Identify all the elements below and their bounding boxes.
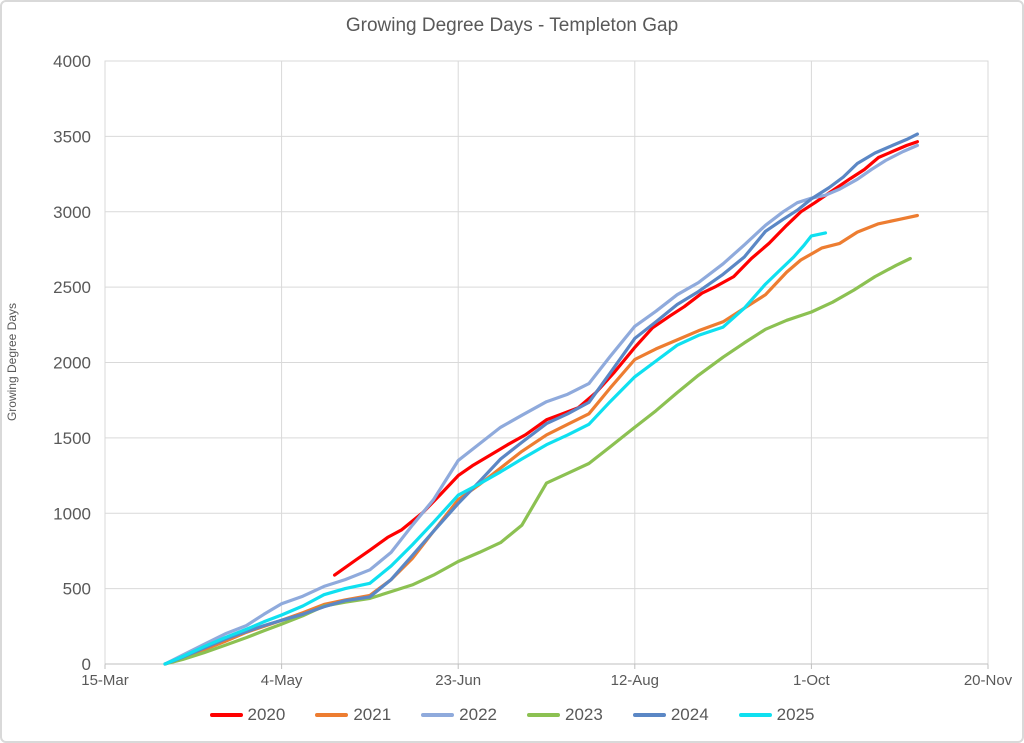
legend-item-2025: 2025: [738, 705, 815, 725]
y-tick-label: 3500: [53, 127, 91, 146]
x-tick-label: 23-Jun: [435, 672, 481, 689]
y-tick-label: 2500: [53, 278, 91, 297]
chart-title: Growing Degree Days - Templeton Gap: [345, 15, 679, 36]
x-tick-label: 15-Mar: [81, 672, 129, 689]
y-tick-label: 1500: [53, 429, 91, 448]
series-line-2020: [333, 140, 920, 577]
legend-label: 2022: [459, 705, 497, 724]
legend: 2020 2021 2022 2023 2024 2025: [2, 705, 1022, 725]
y-tick-label: 0: [82, 655, 91, 674]
x-tick-label: 1-Oct: [793, 672, 831, 689]
legend-swatch-2023: [527, 713, 560, 717]
legend-label: 2025: [776, 705, 815, 724]
legend-swatch-2022: [421, 713, 455, 717]
legend-item-2021: 2021: [315, 705, 391, 725]
legend-label: 2024: [670, 705, 709, 724]
legend-item-2024: 2024: [632, 705, 709, 725]
x-tick-label: 20-Nov: [964, 672, 1013, 689]
y-tick-label: 2000: [53, 354, 91, 373]
legend-item-2020: 2020: [209, 705, 286, 725]
series-line-2024: [163, 132, 920, 666]
y-tick-label: 500: [63, 580, 91, 599]
x-tick-label: 4-May: [261, 672, 303, 689]
series-line-2023: [163, 256, 912, 666]
series-line-2025: [163, 231, 828, 666]
legend-swatch-2024: [632, 713, 666, 717]
x-tick-label: 12-Aug: [611, 672, 659, 689]
legend-label: 2020: [247, 705, 286, 724]
legend-label: 2021: [353, 705, 392, 724]
y-tick-label: 3000: [53, 203, 91, 222]
y-tick-label: 1000: [53, 504, 91, 523]
legend-swatch-2020: [209, 713, 243, 717]
y-tick-label: 4000: [53, 52, 91, 71]
legend-item-2022: 2022: [421, 705, 497, 725]
legend-item-2023: 2023: [527, 705, 603, 725]
legend-swatch-2025: [738, 713, 772, 717]
series-line-2022: [163, 143, 920, 666]
legend-swatch-2021: [315, 713, 349, 717]
series-line-2021: [163, 213, 920, 666]
legend-label: 2023: [565, 705, 603, 724]
